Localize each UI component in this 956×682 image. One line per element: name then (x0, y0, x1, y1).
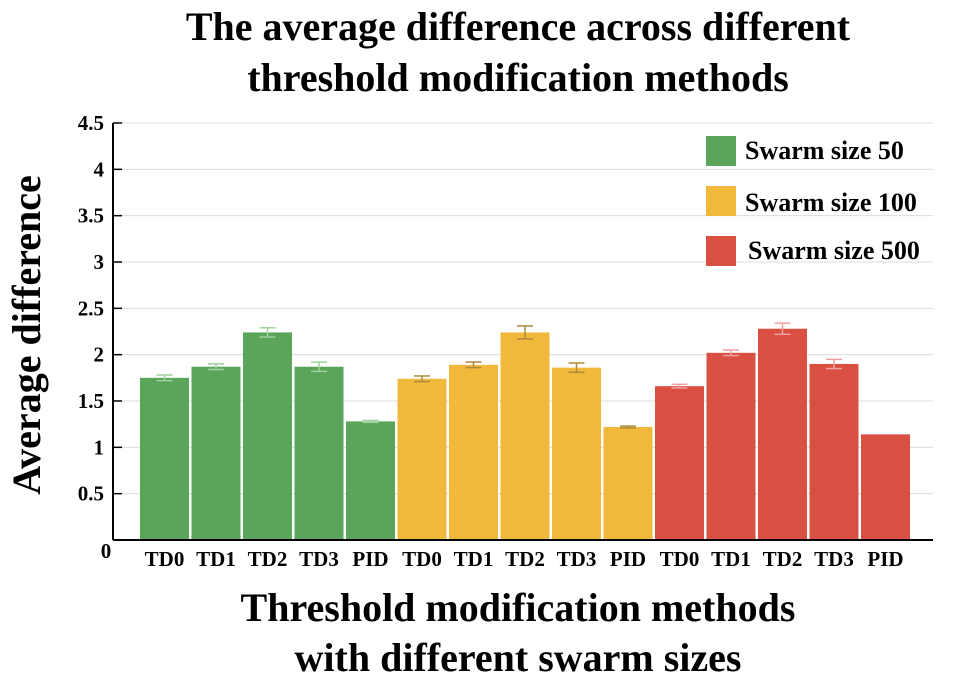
x-category-label-1-td1: TD1 (196, 547, 236, 571)
legend-swatch (706, 236, 736, 266)
x-category-label-1-td0: TD0 (145, 547, 185, 571)
legend-item-2: Swarm size 100 (706, 186, 917, 217)
bar-1-td2 (243, 332, 292, 540)
chart-title-line-2: threshold modification methods (247, 55, 789, 100)
error-bar-2-td0 (414, 375, 430, 383)
legend: Swarm size 50 Swarm size 100 Swarm size 50… (706, 136, 920, 266)
y-tick-label-3: 1.5 (78, 389, 104, 413)
bar-3-td1 (706, 352, 756, 540)
error-bars (156, 322, 842, 429)
legend-label: Swarm size 100 (745, 188, 917, 217)
x-category-label-3-td0: TD0 (660, 547, 700, 571)
x-category-label-2-td1: TD1 (454, 547, 494, 571)
error-bar-1-td3 (311, 361, 327, 373)
error-bar-1-td0 (156, 374, 173, 382)
x-category-label-2-pid: PID (610, 547, 646, 571)
x-category-label-3-td1: TD1 (711, 547, 751, 571)
y-tick-label-9: 4.5 (78, 111, 104, 135)
error-bar-3-td1 (723, 349, 739, 357)
y-axis-title: Average difference (4, 175, 49, 494)
error-bar-1-pid (362, 419, 379, 424)
bar-3-td3 (809, 363, 859, 540)
bar-3-pid (861, 434, 910, 540)
legend-label: Swarm size 50 (745, 136, 904, 165)
error-bar-2-td2 (517, 325, 533, 340)
bar-2-td0 (397, 378, 447, 540)
error-bar-3-td3 (826, 358, 842, 370)
error-bar-1-td2 (259, 327, 276, 338)
error-bar-2-td1 (465, 361, 482, 369)
legend-item-1: Swarm size 50 (706, 136, 904, 166)
x-category-label-2-td3: TD3 (557, 547, 597, 571)
error-bar-2-pid (620, 425, 636, 429)
x-category-label-3-td3: TD3 (814, 547, 854, 571)
error-bar-2-td3 (568, 362, 585, 374)
bar-2-td3 (552, 367, 601, 540)
chart-title-line-1: The average difference across different (186, 4, 851, 49)
y-tick-label-0: 0 (101, 539, 112, 563)
x-axis-title-line-2: with different swarm sizes (295, 635, 742, 680)
x-axis-title-line-1: Threshold modification methods (241, 585, 796, 630)
y-axis-label: Average difference (4, 175, 49, 494)
bar-1-td3 (294, 366, 344, 540)
x-axis-category-labels: TD0 TD1 TD2 TD3 PID TD0 TD1 TD2 TD3 PID TD0 TD1 TD2 T… (145, 547, 904, 571)
x-category-label-1-td3: TD3 (299, 547, 339, 571)
x-category-label-2-td0: TD0 (402, 547, 442, 571)
legend-swatch (706, 136, 736, 166)
bar-1-td1 (191, 366, 241, 540)
y-tick-label-4: 2 (94, 343, 105, 367)
y-tick-label-1: 0.5 (78, 482, 104, 506)
bar-2-pid (603, 426, 653, 540)
legend-swatch (706, 186, 736, 216)
bar-1-pid (346, 421, 395, 540)
x-category-label-3-td2: TD2 (763, 547, 803, 571)
x-category-label-3-pid: PID (867, 547, 903, 571)
legend-item-3: Swarm size 500 (706, 236, 920, 266)
axes (112, 123, 933, 541)
error-bar-3-td0 (671, 383, 688, 389)
bars (140, 328, 910, 540)
y-tick-label-6: 3 (94, 250, 105, 274)
legend-label: Swarm size 500 (748, 236, 920, 265)
x-category-label-1-pid: PID (352, 547, 388, 571)
bar-3-td0 (655, 386, 704, 540)
error-bar-3-td2 (774, 322, 791, 336)
y-tick-label-7: 3.5 (78, 204, 104, 228)
x-axis-label: Threshold modification methods with diff… (241, 585, 796, 680)
bar-1-td0 (140, 377, 189, 540)
x-category-label-1-td2: TD2 (248, 547, 288, 571)
y-tick-label-5: 2.5 (78, 296, 104, 320)
x-category-label-2-td2: TD2 (505, 547, 545, 571)
bar-3-td2 (758, 328, 807, 540)
y-axis-ticks: 0 0.5 1 1.5 2 2.5 3 3.5 4 4.5 (78, 111, 122, 563)
y-tick-label-2: 1 (94, 435, 105, 459)
bar-2-td1 (449, 364, 498, 540)
y-tick-label-8: 4 (94, 157, 105, 181)
error-bar-1-td1 (208, 363, 224, 371)
bar-2-td2 (500, 332, 550, 540)
chart-title: The average difference across different … (186, 4, 851, 100)
